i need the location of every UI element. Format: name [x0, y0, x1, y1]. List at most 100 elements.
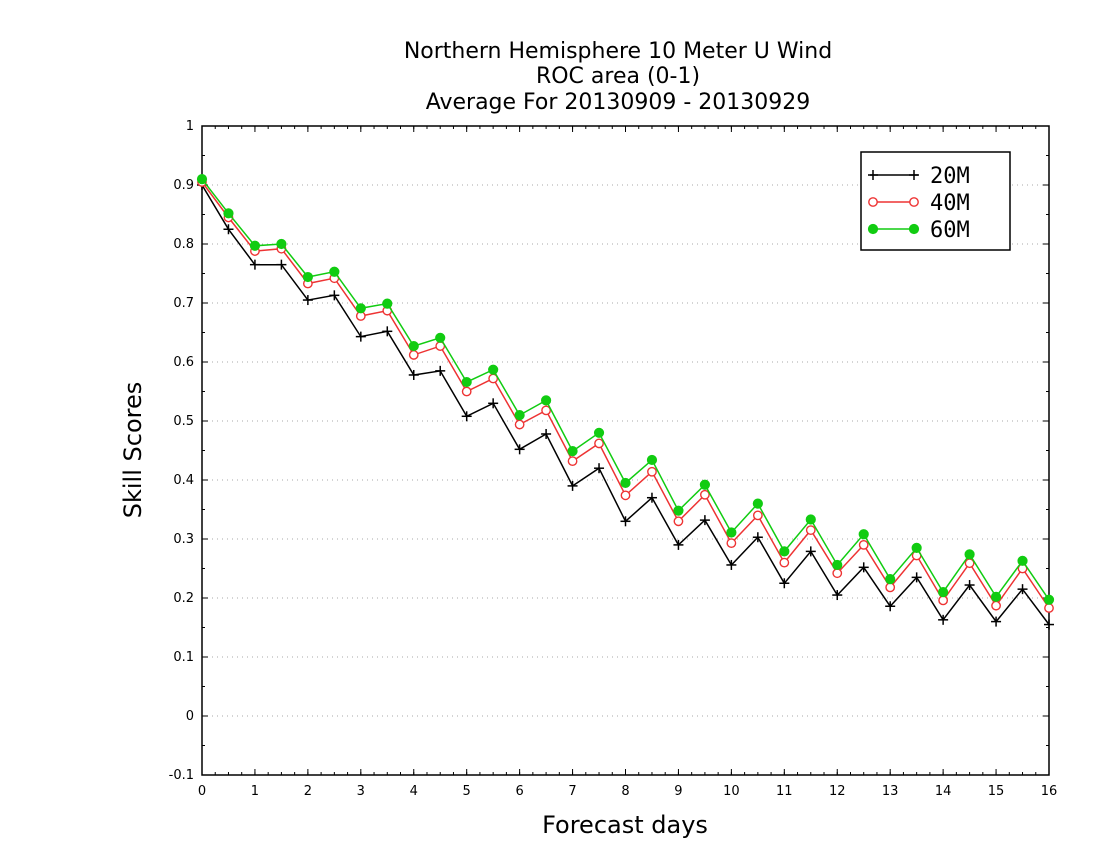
data-point-60m: [276, 238, 287, 250]
data-point-60m: [249, 240, 261, 251]
x-tick-label: 10: [723, 784, 740, 799]
data-point-60m: [805, 514, 816, 525]
chart-title-line-1: Northern Hemisphere 10 Meter U Wind: [404, 39, 832, 64]
data-point-20m: [911, 572, 922, 583]
x-tick-label: 12: [829, 784, 846, 799]
data-point-40m: [832, 568, 843, 579]
y-tick-label: 0.7: [173, 296, 194, 311]
x-tick-label: 14: [935, 784, 952, 799]
x-tick-label: 16: [1041, 784, 1058, 799]
data-point-60m: [699, 479, 711, 490]
data-point-60m: [990, 591, 1002, 602]
data-point-20m: [355, 331, 366, 342]
data-point-20m: [541, 428, 552, 439]
data-point-60m: [514, 410, 525, 421]
series-60m: [196, 174, 1055, 605]
x-tick-label: 3: [357, 784, 365, 799]
data-point-20m: [435, 365, 446, 376]
data-point-20m: [276, 259, 287, 270]
data-point-40m: [673, 516, 684, 527]
legend-label-60m: 60M: [930, 218, 970, 243]
data-point-20m: [567, 480, 578, 491]
legend-item-40m: 40M: [868, 191, 970, 216]
x-tick-label: 8: [621, 784, 629, 799]
y-tick-label: 0.1: [173, 650, 194, 665]
y-tick-label: 0.4: [173, 473, 194, 488]
data-point-40m-legend-right: [909, 197, 919, 207]
x-tick-label: 4: [410, 784, 418, 799]
data-point-40m: [514, 419, 525, 430]
data-point-60m: [620, 477, 631, 489]
x-tick-label: 15: [988, 784, 1005, 799]
data-point-60m: [646, 454, 658, 466]
data-point-20m: [646, 492, 657, 503]
data-point-20m: [673, 539, 684, 550]
legend-box: [860, 151, 1011, 251]
data-point-60m: [223, 208, 234, 219]
chart-title-line-2: ROC area (0-1): [536, 64, 700, 89]
data-point-60m: [673, 505, 684, 516]
data-point-40m-legend-left: [868, 197, 878, 207]
data-point-20m: [832, 590, 843, 601]
data-point-40m: [620, 490, 631, 501]
data-point-40m: [938, 595, 949, 606]
data-point-20m-legend-right: [909, 170, 919, 180]
data-point-60m: [726, 527, 737, 538]
data-point-20m: [964, 580, 975, 591]
y-axis-label: Skill Scores: [119, 382, 147, 519]
y-tick-label: 0: [186, 709, 194, 724]
data-point-40m: [726, 538, 737, 549]
data-point-60m: [832, 559, 843, 571]
y-tick-label: 0.8: [173, 237, 194, 252]
data-point-20m: [223, 224, 234, 235]
data-point-20m: [514, 444, 525, 455]
data-point-60m: [329, 266, 340, 277]
data-point-40m: [1044, 603, 1054, 613]
data-point-40m: [567, 456, 578, 467]
y-tick-label: 0.9: [173, 178, 194, 193]
chart-title-line-3: Average For 20130909 - 20130929: [426, 90, 811, 115]
x-tick-label: 11: [776, 784, 793, 799]
data-point-40m: [541, 405, 551, 416]
x-tick-label: 13: [882, 784, 899, 799]
legend-label-40m: 40M: [930, 191, 970, 216]
data-point-40m: [647, 466, 657, 477]
data-point-20m: [858, 562, 869, 573]
data-point-60m: [435, 332, 446, 343]
data-point-20m: [249, 259, 260, 270]
data-point-20m-legend-left: [868, 170, 878, 180]
data-point-20m: [302, 295, 313, 306]
data-point-20m: [779, 578, 790, 589]
legend-item-20m: 20M: [868, 164, 970, 189]
data-point-60m: [408, 340, 419, 352]
data-point-60m: [355, 303, 366, 314]
data-point-60m: [779, 546, 790, 557]
data-point-40m: [779, 557, 790, 568]
data-point-20m: [461, 411, 472, 422]
data-point-60m-legend-right: [908, 223, 920, 235]
data-point-60m: [938, 587, 949, 598]
legend-item-60m: 60M: [867, 218, 970, 243]
y-tick-label: 0.2: [173, 591, 194, 606]
data-point-40m: [991, 600, 1001, 611]
x-tick-label: 0: [198, 784, 206, 799]
data-point-20m: [805, 546, 816, 557]
data-point-60m: [540, 395, 552, 406]
data-point-20m: [752, 532, 763, 543]
data-point-40m: [461, 386, 472, 397]
data-point-20m: [991, 616, 1002, 627]
x-tick-label: 5: [463, 784, 471, 799]
data-point-20m: [726, 559, 737, 570]
x-tick-label: 2: [304, 784, 312, 799]
chart-title: Northern Hemisphere 10 Meter U Wind ROC …: [404, 39, 832, 115]
y-axis: -0.1 0 0.1 0.2 0.3 0.4 0.5 0.6 0.7 0.8 0.9 1: [169, 119, 1049, 783]
legend-label-20m: 20M: [930, 164, 970, 189]
x-tick-label: 9: [674, 784, 682, 799]
data-point-20m: [488, 398, 499, 409]
data-point-60m: [567, 445, 578, 457]
data-point-20m: [699, 515, 710, 526]
data-point-40m: [805, 525, 816, 536]
data-point-20m: [1017, 584, 1028, 595]
